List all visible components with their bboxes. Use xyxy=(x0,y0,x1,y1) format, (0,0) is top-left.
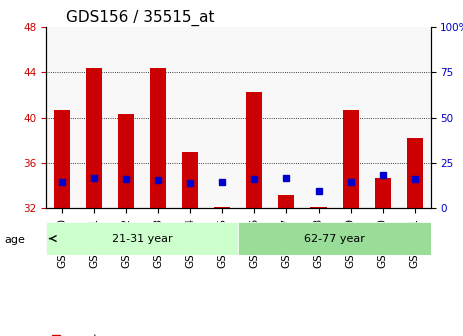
Bar xyxy=(119,114,134,208)
FancyBboxPatch shape xyxy=(238,222,431,255)
Bar xyxy=(54,110,70,208)
Bar xyxy=(246,91,263,208)
Bar xyxy=(343,110,358,208)
Bar xyxy=(407,138,423,208)
Legend: count, percentile rank within the sample: count, percentile rank within the sample xyxy=(51,334,244,336)
Bar xyxy=(182,152,199,208)
Text: 62-77 year: 62-77 year xyxy=(304,234,365,244)
FancyBboxPatch shape xyxy=(46,222,238,255)
Bar xyxy=(86,68,102,208)
Text: GDS156 / 35515_at: GDS156 / 35515_at xyxy=(66,9,214,26)
Bar xyxy=(150,68,166,208)
Text: age: age xyxy=(5,235,25,245)
Bar xyxy=(375,178,391,208)
Text: 21-31 year: 21-31 year xyxy=(112,234,173,244)
Bar xyxy=(214,207,231,208)
Bar xyxy=(278,195,294,208)
Bar xyxy=(311,207,326,208)
